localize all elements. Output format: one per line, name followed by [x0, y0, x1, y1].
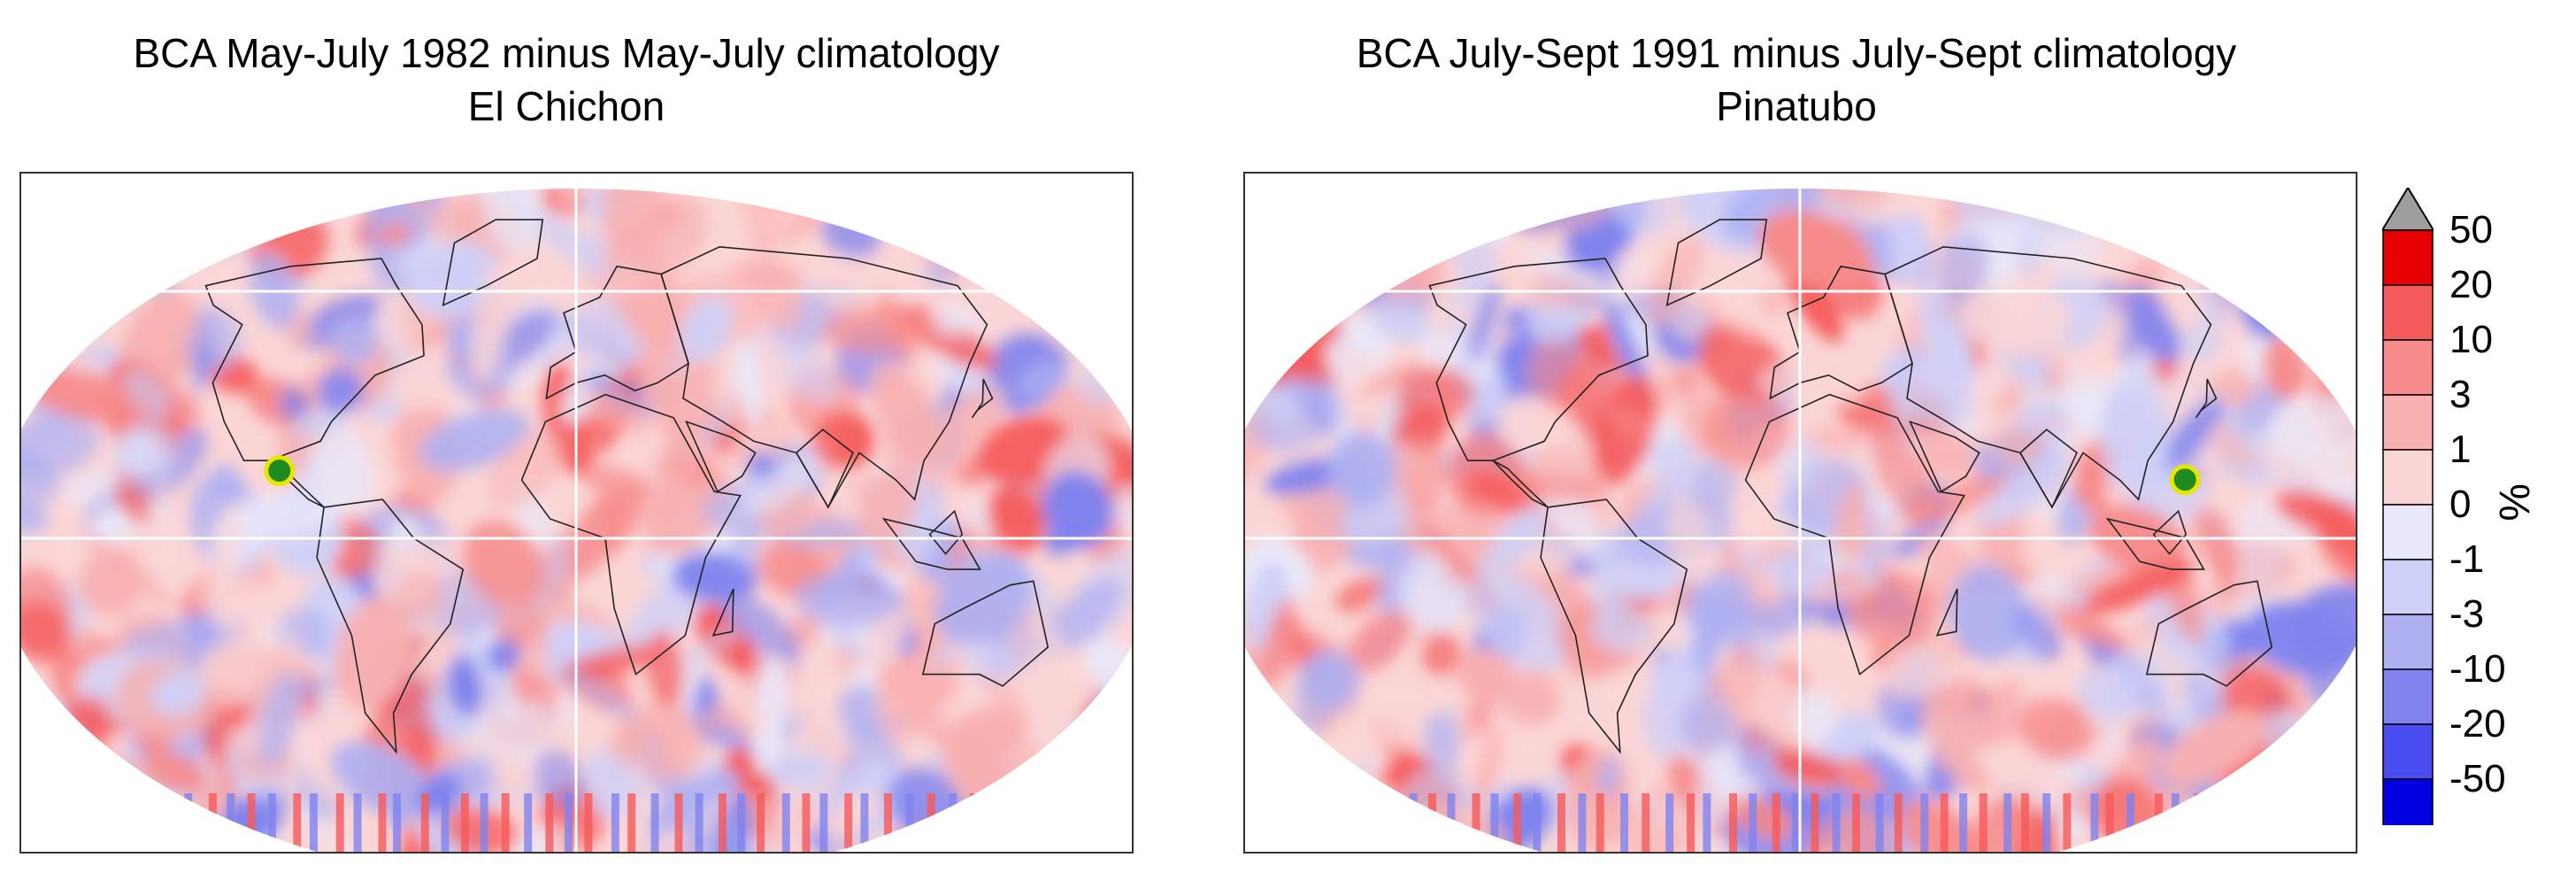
colorbar-bin: [2382, 284, 2434, 341]
left-title-line2: El Chichon: [467, 83, 665, 129]
colorbar-level-label: 10: [2449, 318, 2493, 361]
colorbar-bin: [2382, 229, 2434, 286]
el-chichon-map-graphic: [21, 189, 1132, 852]
right-map-title: BCA July-Sept 1991 minus July-Sept clima…: [1221, 27, 2372, 133]
colorbar-bin: [2382, 339, 2434, 396]
colorbar-level-label: -20: [2449, 702, 2506, 746]
colorbar-over-arrow: [2380, 186, 2435, 231]
pinatubo-anomaly-map: [1243, 172, 2357, 854]
coastlines: [204, 219, 1050, 754]
anomaly-field: [1245, 189, 2356, 852]
colorbar-bin: [2382, 449, 2434, 506]
volcano-marker: [2169, 464, 2201, 496]
colorbar: [2380, 186, 2435, 873]
right-title-line1: BCA July-Sept 1991 minus July-Sept clima…: [1356, 30, 2237, 76]
colorbar-bin: [2382, 668, 2434, 725]
colorbar-level-label: -10: [2449, 647, 2506, 691]
colorbar-bin: [2382, 559, 2434, 615]
colorbar-level-label: 1: [2449, 428, 2472, 471]
colorbar-bin: [2382, 614, 2434, 670]
left-title-line1: BCA May-July 1982 minus May-July climato…: [133, 30, 1000, 76]
colorbar-bin: [2382, 778, 2434, 835]
colorbar-bin: [2382, 723, 2434, 780]
colorbar-bin: [2382, 504, 2434, 560]
colorbar-bin: [2382, 394, 2434, 451]
colorbar-level-label: 20: [2449, 263, 2493, 306]
colorbar-level-label: 50: [2449, 208, 2493, 251]
colorbar-level-label: -50: [2449, 757, 2506, 800]
colorbar-level-label: 3: [2449, 373, 2472, 416]
el-chichon-anomaly-map: [19, 172, 1134, 854]
colorbar-level-label: -1: [2449, 537, 2485, 581]
right-title-line2: Pinatubo: [1716, 83, 1877, 129]
pinatubo-map-graphic: [1245, 189, 2356, 852]
colorbar-level-label: -3: [2449, 592, 2485, 636]
left-map-title: BCA May-July 1982 minus May-July climato…: [0, 27, 1133, 133]
colorbar-graphic: [2380, 186, 2435, 873]
anomaly-field: [21, 189, 1132, 852]
volcano-marker: [264, 455, 296, 487]
colorbar-unit: %: [2490, 483, 2537, 521]
colorbar-level-label: 0: [2449, 483, 2472, 526]
